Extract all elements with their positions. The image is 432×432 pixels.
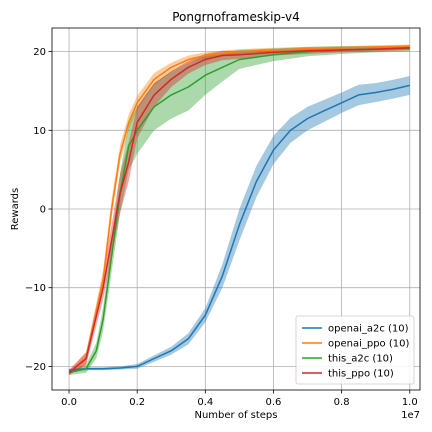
line-series-0 — [68, 84, 410, 372]
legend-label-0: openai_a2c (10) — [328, 324, 409, 335]
band-series-2 — [69, 45, 410, 376]
y-tick-label: −20 — [25, 362, 46, 373]
line-series-3 — [68, 46, 410, 374]
x-tick-label: 0.6 — [266, 397, 282, 408]
legend-box — [295, 315, 415, 385]
chart-title: Pongrnoframeskip-v4 — [172, 10, 300, 24]
series-lines — [68, 45, 410, 374]
y-tick-label: 0 — [40, 205, 46, 216]
y-tick-label: 10 — [33, 126, 46, 137]
x-tick-label: 0.8 — [334, 397, 350, 408]
legend: openai_a2c (10) openai_ppo (10) this_a2c (… — [295, 315, 415, 385]
x-axis-label: Number of steps — [194, 410, 277, 421]
y-axis-label: Rewards — [10, 188, 21, 230]
x-axis-multiplier: 1e7 — [401, 410, 420, 421]
x-tick-label: 1.0 — [402, 397, 418, 408]
x-tick-label: 0.0 — [61, 397, 77, 408]
line-series-1 — [68, 45, 410, 374]
legend-label-1: openai_ppo (10) — [328, 339, 409, 350]
y-tick-label: 20 — [33, 47, 46, 58]
legend-label-3: this_ppo (10) — [328, 369, 394, 380]
y-tick-label: −10 — [25, 283, 46, 294]
axis-ticks: 0.0 0.2 0.4 0.6 0.8 1.0 −20 −10 0 10 20 — [25, 47, 418, 408]
x-tick-label: 0.2 — [129, 397, 145, 408]
legend-label-2: this_a2c (10) — [328, 354, 393, 365]
x-tick-label: 0.4 — [197, 397, 213, 408]
line-series-2 — [68, 47, 410, 374]
